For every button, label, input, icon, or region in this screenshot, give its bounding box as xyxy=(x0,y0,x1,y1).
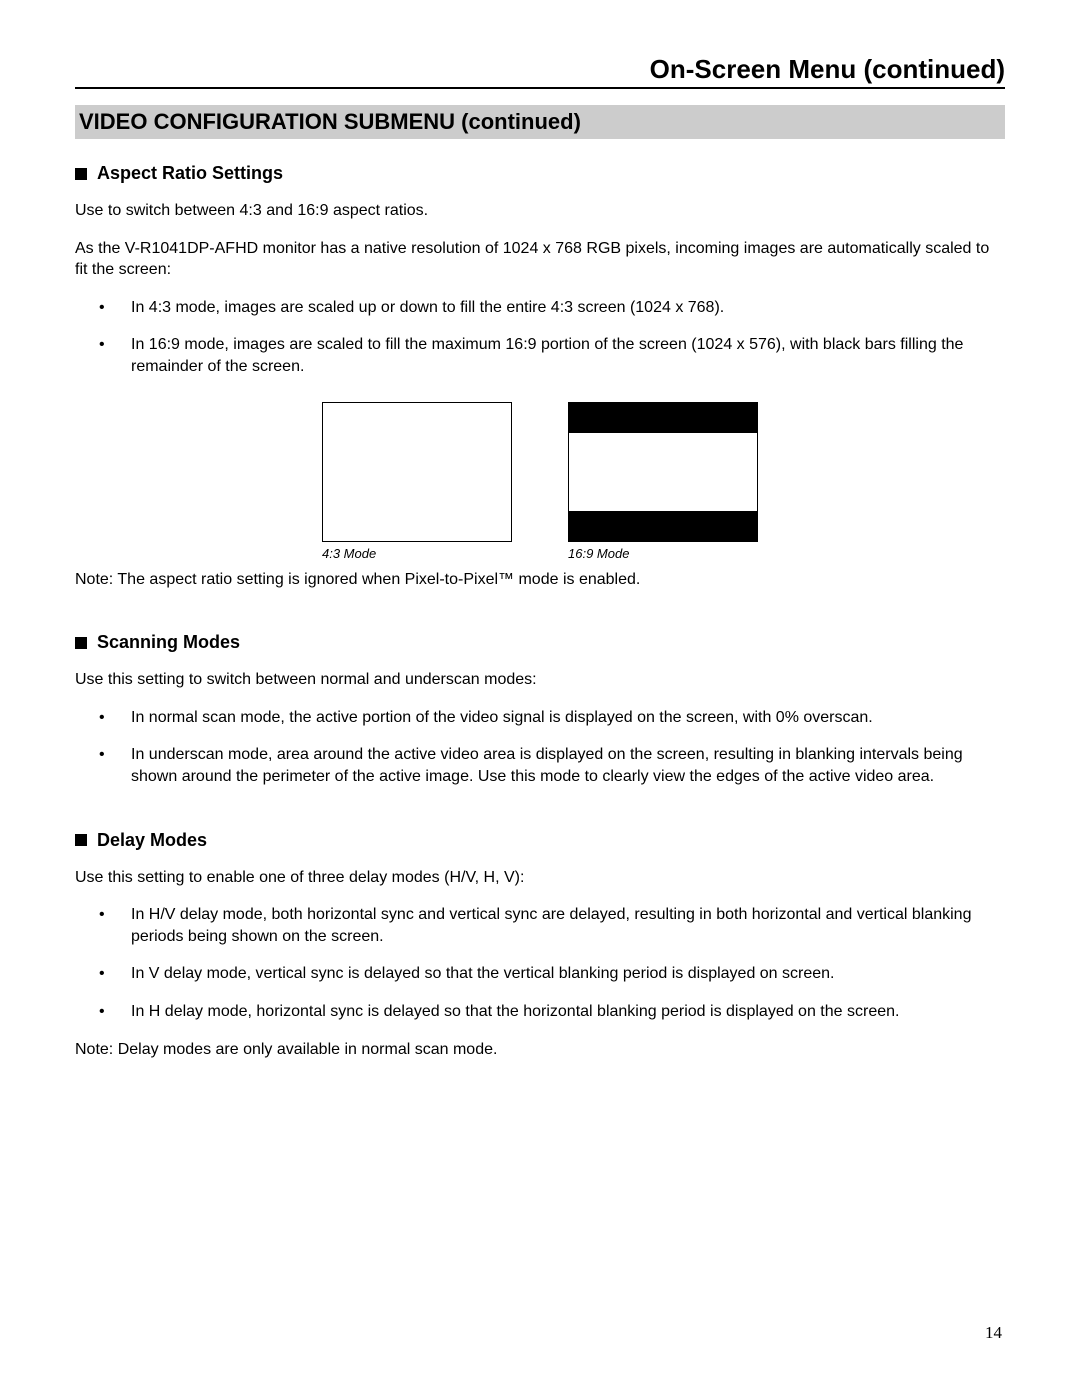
scanning-bullet-2: In underscan mode, area around the activ… xyxy=(75,744,1005,787)
aspect-diagrams: 4:3 Mode 16:9 Mode xyxy=(75,402,1005,561)
scanning-bullet-1: In normal scan mode, the active portion … xyxy=(75,707,1005,729)
scanning-heading: Scanning Modes xyxy=(75,632,1005,653)
diagram-43-caption: 4:3 Mode xyxy=(322,546,512,561)
diagram-169-inner xyxy=(569,433,757,511)
square-bullet-icon xyxy=(75,834,87,846)
scanning-p1: Use this setting to switch between norma… xyxy=(75,669,1005,691)
aspect-p2: As the V-R1041DP-AFHD monitor has a nati… xyxy=(75,238,1005,281)
diagram-43: 4:3 Mode xyxy=(322,402,512,561)
aspect-bullet-1: In 4:3 mode, images are scaled up or dow… xyxy=(75,297,1005,319)
aspect-ratio-heading-text: Aspect Ratio Settings xyxy=(97,163,283,184)
delay-heading: Delay Modes xyxy=(75,830,1005,851)
diagram-169-caption: 16:9 Mode xyxy=(568,546,758,561)
section-title-bar: VIDEO CONFIGURATION SUBMENU (continued) xyxy=(75,105,1005,139)
delay-bullet-1: In H/V delay mode, both horizontal sync … xyxy=(75,904,1005,947)
page-header: On-Screen Menu (continued) xyxy=(75,54,1005,89)
delay-modes-section: Delay Modes Use this setting to enable o… xyxy=(75,830,1005,1061)
delay-note: Note: Delay modes are only available in … xyxy=(75,1039,1005,1061)
scanning-heading-text: Scanning Modes xyxy=(97,632,240,653)
scanning-modes-section: Scanning Modes Use this setting to switc… xyxy=(75,632,1005,787)
delay-bullet-3: In H delay mode, horizontal sync is dela… xyxy=(75,1001,1005,1023)
aspect-p1: Use to switch between 4:3 and 16:9 aspec… xyxy=(75,200,1005,222)
delay-heading-text: Delay Modes xyxy=(97,830,207,851)
aspect-ratio-section: Aspect Ratio Settings Use to switch betw… xyxy=(75,163,1005,590)
aspect-bullet-2: In 16:9 mode, images are scaled to fill … xyxy=(75,334,1005,377)
aspect-ratio-heading: Aspect Ratio Settings xyxy=(75,163,1005,184)
scanning-bullets: In normal scan mode, the active portion … xyxy=(75,707,1005,788)
diagram-169-box xyxy=(568,402,758,542)
diagram-169: 16:9 Mode xyxy=(568,402,758,561)
delay-bullet-2: In V delay mode, vertical sync is delaye… xyxy=(75,963,1005,985)
diagram-43-box xyxy=(322,402,512,542)
aspect-note: Note: The aspect ratio setting is ignore… xyxy=(75,569,1005,591)
square-bullet-icon xyxy=(75,168,87,180)
delay-bullets: In H/V delay mode, both horizontal sync … xyxy=(75,904,1005,1022)
aspect-bullets: In 4:3 mode, images are scaled up or dow… xyxy=(75,297,1005,378)
square-bullet-icon xyxy=(75,637,87,649)
page-number: 14 xyxy=(985,1323,1002,1343)
delay-p1: Use this setting to enable one of three … xyxy=(75,867,1005,889)
